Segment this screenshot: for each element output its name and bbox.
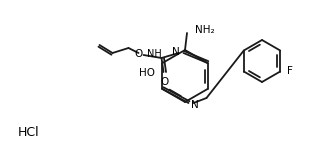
Text: HCl: HCl (18, 127, 40, 140)
Text: NH: NH (147, 49, 162, 59)
Text: O: O (134, 49, 142, 59)
Text: N: N (192, 100, 199, 110)
Text: NH₂: NH₂ (195, 25, 215, 35)
Text: HO: HO (139, 68, 155, 78)
Text: O: O (160, 77, 169, 87)
Text: F: F (287, 67, 293, 76)
Text: N: N (172, 47, 180, 57)
